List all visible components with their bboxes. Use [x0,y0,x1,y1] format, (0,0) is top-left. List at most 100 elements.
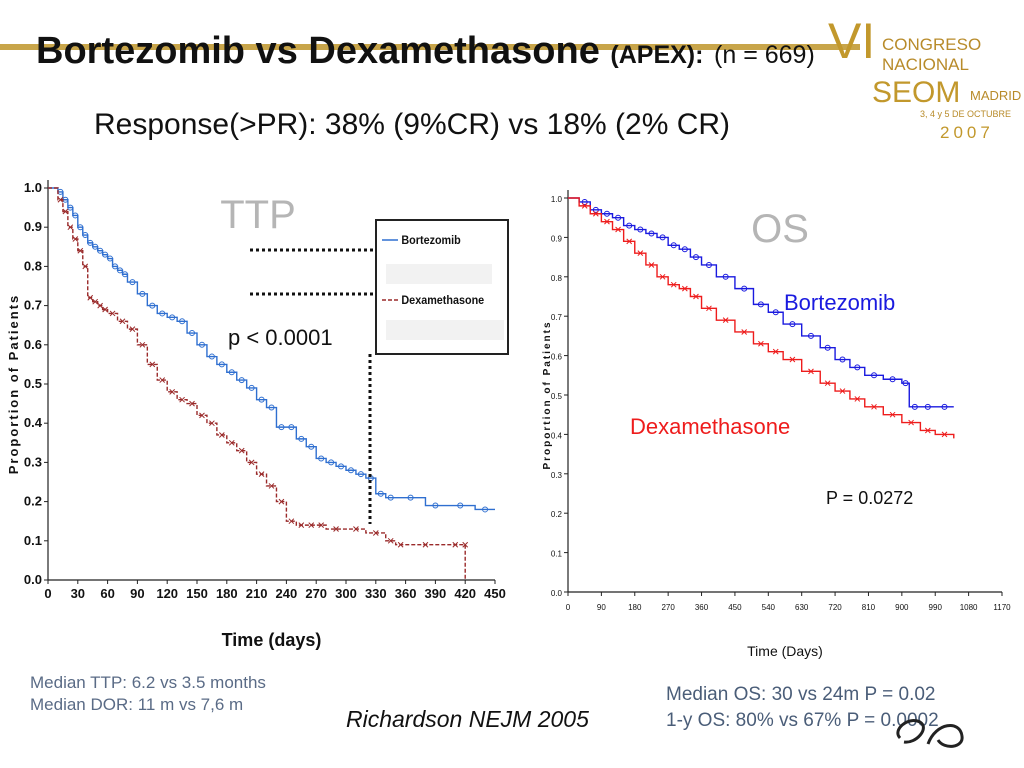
censor-mark [189,400,195,407]
x-tick-label: 420 [454,586,476,601]
y-tick-label: 0.2 [24,494,42,509]
y-tick-label: 0.5 [551,392,563,401]
y-tick-label: 0.8 [551,274,563,283]
censor-mark [109,310,116,317]
censor-mark [824,380,831,387]
censor-mark [452,541,459,548]
title-apex: (APEX): [610,41,704,69]
censor-mark [839,356,846,363]
x-tick-label: 360 [395,586,417,601]
censor-mark [121,271,128,278]
censor-mark [889,376,896,383]
censor-mark [72,236,79,242]
censor-mark [318,522,325,528]
x-tick-label: 90 [130,586,144,601]
censor-mark [808,368,814,375]
ttp-chart: 0.0 0.1 0.2 0.3 0.4 0.5 0.6 0.7 0.8 0.9 1.0 0 30 60 90… [0,172,512,672]
title-underline [0,44,860,50]
x-tick-label: 390 [425,586,447,601]
logo-dates: 3, 4 y 5 DE OCTUBRE [920,109,1011,119]
footer-right-line-1: Median OS: 30 vs 24m P = 0.02 [666,684,936,705]
censor-mark [308,522,315,528]
ttp-legend-mask-2 [386,320,504,340]
logo-line1: CONGRESO [882,35,981,54]
series-line-bortezomib [568,197,954,408]
censor-mark [258,396,265,403]
censor-mark [82,232,89,239]
censor-mark [911,403,918,410]
censor-mark [107,255,114,262]
x-tick-label: 540 [762,603,776,612]
censor-mark [92,243,99,250]
censor-mark [218,432,225,438]
censor-mark [198,341,205,348]
censor-mark [871,403,877,410]
ttp-legend-mask-1 [386,264,492,284]
censor-mark [72,212,79,219]
censor-mark [757,301,764,308]
footer-right-line-2: 1-y OS: 80% vs 67% P = 0.0002 [666,710,939,731]
y-axis-label: Proportion of Patients [6,294,21,475]
censor-mark [854,396,861,402]
title-main: Bortezomib vs Dexamethasone [36,30,600,72]
censor-mark [228,369,235,376]
censor-mark [82,263,89,270]
x-tick-label: 60 [100,586,114,601]
censor-mark [248,459,255,466]
y-tick-label: 0.2 [551,510,563,519]
censor-mark [347,467,354,474]
censor-mark [637,226,644,233]
censor-mark [692,254,699,261]
y-tick-label: 1.0 [24,180,42,195]
censor-mark [824,344,831,351]
logo-numeral: VI [828,13,875,69]
censor-mark [581,198,588,205]
censor-mark [139,341,146,348]
censor-mark [741,329,748,335]
censor-mark [626,238,633,245]
censor-mark [298,435,305,442]
os-label-dexamethasone: Dexamethasone [630,414,790,439]
censor-mark [179,318,186,325]
x-tick-label: 450 [728,603,742,612]
censor-mark [67,224,74,231]
y-tick-label: 0.9 [551,234,563,243]
censor-mark [77,224,84,231]
footer-left-line-1: Median TTP: 6.2 vs 3.5 months [30,673,266,692]
censor-mark [268,404,275,411]
x-tick-label: 330 [365,586,387,601]
censor-mark [328,459,335,466]
x-tick-label: 270 [305,586,327,601]
x-axis-label: Time (Days) [747,643,823,659]
x-tick-label: 270 [661,603,675,612]
censor-mark [941,431,948,438]
censor-mark [592,206,599,213]
censor-mark [102,306,108,313]
censor-mark [228,439,235,446]
censor-mark [807,332,814,339]
x-tick-label: 30 [71,586,85,601]
y-tick-label: 0.6 [24,337,42,352]
censor-mark [129,326,136,332]
censor-mark [659,273,666,280]
footer-right: Median OS: 30 vs 24m P = 0.02 1-y OS: 80… [666,682,939,734]
x-axis-label: Time (days) [222,630,322,650]
censor-mark [57,196,64,203]
y-tick-label: 0.1 [24,533,42,548]
censor-mark [377,490,384,497]
x-tick-label: 630 [795,603,809,612]
series-line-dexamethasone [568,197,955,439]
x-tick-label: 720 [828,603,842,612]
censor-mark [839,388,846,394]
footer-left: Median TTP: 6.2 vs 3.5 months Median DOR… [30,672,266,716]
censor-mark [706,305,712,312]
censor-mark [615,226,621,233]
censor-mark [117,267,124,274]
ttp-pvalue: p < 0.0001 [228,325,333,350]
censor-mark [924,403,931,410]
censor-mark [722,317,729,323]
y-tick-label: 0.0 [24,572,42,587]
censor-mark [77,247,84,254]
x-tick-label: 1080 [960,603,978,612]
censor-mark [67,204,74,211]
